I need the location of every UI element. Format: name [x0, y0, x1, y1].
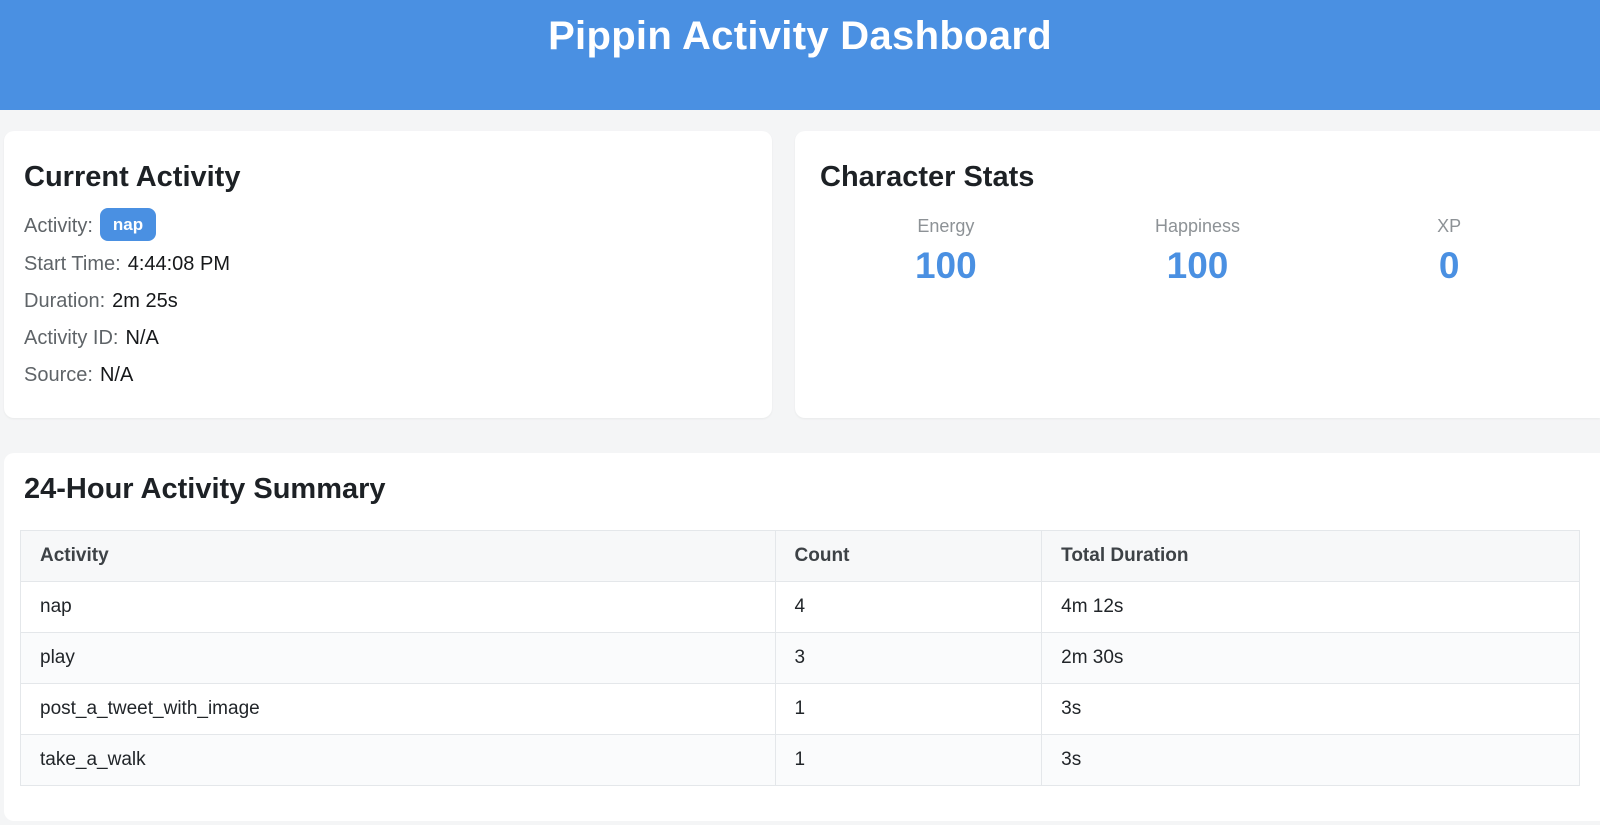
cell-count: 3 [774, 632, 1043, 684]
current-activity-title: Current Activity [24, 161, 241, 193]
cell-count: 4 [774, 581, 1043, 633]
stat-xp: XP 0 [1323, 216, 1575, 287]
table-header-row: Activity Count Total Duration [20, 530, 1580, 582]
stat-xp-value: 0 [1438, 245, 1460, 286]
cell-duration: 4m 12s [1041, 581, 1580, 633]
stats-row: Energy 100 Happiness 100 XP 0 [820, 216, 1575, 287]
current-activity-card: Current Activity Activity: nap Start Time… [4, 131, 772, 418]
activity-field: Activity: nap [24, 208, 752, 241]
stat-happiness-value: 100 [1166, 245, 1229, 286]
cell-duration: 3s [1041, 734, 1580, 786]
cell-count: 1 [774, 734, 1043, 786]
column-header-activity: Activity [20, 530, 776, 582]
cell-activity: take_a_walk [20, 734, 776, 786]
stat-happiness: Happiness 100 [1072, 216, 1324, 287]
duration-value: 2m 25s [112, 290, 178, 312]
character-stats-title: Character Stats [820, 161, 1035, 193]
app-header: Pippin Activity Dashboard [0, 0, 1600, 110]
cards-row: Current Activity Activity: nap Start Time… [4, 131, 1600, 418]
column-header-total-duration: Total Duration [1041, 530, 1580, 582]
activity-status-badge: nap [99, 208, 157, 241]
cell-activity: nap [20, 581, 776, 633]
table-row: take_a_walk 1 3s [20, 734, 1580, 786]
cell-count: 1 [774, 683, 1043, 735]
activity-id-label: Activity ID: [24, 327, 119, 349]
stat-energy-value: 100 [914, 245, 977, 286]
cell-duration: 3s [1041, 683, 1580, 735]
stat-happiness-label: Happiness [1154, 216, 1241, 236]
stat-energy-label: Energy [917, 216, 975, 236]
source-field: Source: N/A [24, 361, 752, 389]
start-time-label: Start Time: [24, 253, 121, 275]
source-value: N/A [99, 364, 134, 386]
start-time-field: Start Time: 4:44:08 PM [24, 250, 752, 278]
stat-energy: Energy 100 [820, 216, 1072, 287]
cell-activity: post_a_tweet_with_image [20, 683, 776, 735]
activity-id-value: N/A [125, 327, 159, 349]
duration-label: Duration: [24, 290, 106, 312]
start-time-value: 4:44:08 PM [127, 253, 230, 275]
cell-activity: play [20, 632, 776, 684]
cell-duration: 2m 30s [1041, 632, 1580, 684]
activity-summary-section: 24-Hour Activity Summary Activity Count … [4, 453, 1600, 821]
activity-label: Activity: [24, 215, 93, 237]
activity-summary-title: 24-Hour Activity Summary [24, 473, 386, 505]
source-label: Source: [24, 364, 93, 386]
activity-summary-table: Activity Count Total Duration nap 4 4m 1… [20, 530, 1580, 786]
duration-field: Duration: 2m 25s [24, 287, 752, 315]
page-title: Pippin Activity Dashboard [548, 14, 1052, 58]
stat-xp-label: XP [1437, 216, 1462, 236]
activity-id-field: Activity ID: N/A [24, 324, 752, 352]
column-header-count: Count [774, 530, 1043, 582]
table-row: nap 4 4m 12s [20, 581, 1580, 633]
table-row: post_a_tweet_with_image 1 3s [20, 683, 1580, 735]
character-stats-card: Character Stats Energy 100 Happiness 100… [795, 131, 1600, 418]
table-row: play 3 2m 30s [20, 632, 1580, 684]
